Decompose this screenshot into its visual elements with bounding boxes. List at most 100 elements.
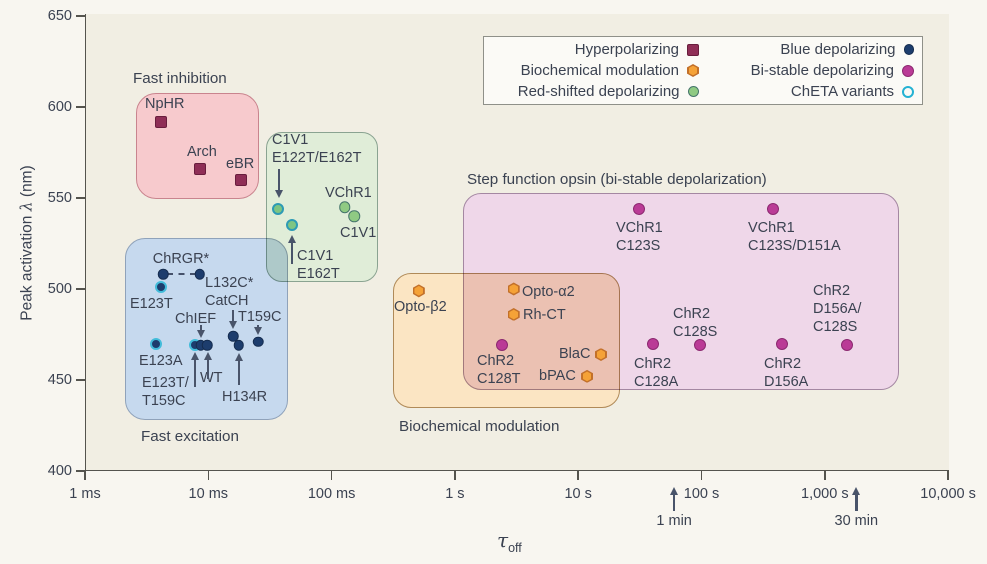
x-tick-label-100ms: 100 ms: [307, 486, 356, 502]
legend-marker-cheta_open-icon: [902, 85, 914, 98]
point-label-chr2-c128t: ChR2 C128T: [477, 353, 521, 387]
point-chr2-d156a: [775, 337, 788, 350]
x-tick-100s: [700, 471, 703, 480]
region-title-fast-excitation: Fast excitation: [141, 428, 239, 445]
point-label-c1v1-e162t: C1V1 E162T: [297, 248, 340, 282]
point-chrgr-b: [194, 269, 205, 280]
point-l132c-catch-arrow: [231, 310, 235, 322]
point-label-vchr1-c123s: VChR1 C123S: [616, 220, 663, 254]
connector-chrgr-dash: [167, 273, 196, 275]
point-blac: [594, 348, 607, 362]
point-label-chr2-c128a: ChR2 C128A: [634, 356, 679, 390]
x-tick-100ms: [330, 471, 333, 480]
point-t159c-arrow: [256, 325, 260, 328]
x-tick-1ms: [84, 471, 86, 480]
point-opto-b2: [412, 284, 425, 298]
y-tick-label-600: 600: [47, 99, 72, 115]
x-tick-label-1s: 1 s: [445, 486, 465, 502]
y-tick-label-650: 650: [47, 8, 72, 24]
annotation-chrgr-label: ChRGR*: [152, 251, 210, 267]
legend-marker-hyperpolarizing-icon: [687, 43, 699, 56]
region-title-biochemical-modulation: Biochemical modulation: [399, 418, 560, 435]
y-axis-title-pre: Peak activation: [18, 211, 36, 321]
point-label-h134r: H134R: [222, 389, 268, 405]
point-label-t159c: T159C: [238, 309, 282, 325]
point-chief-arrow-head: [196, 330, 205, 338]
point-label-wt: WT: [200, 370, 223, 386]
region-title-fast-inhibition: Fast inhibition: [133, 70, 227, 87]
point-c1v1-e122t-e162t-arrow-head: [274, 190, 283, 198]
point-e123t-t159c-arrow-head: [190, 352, 199, 360]
point-label-opto-a2: Opto-α2: [522, 284, 575, 300]
point-e123t: [154, 281, 167, 294]
legend-label: Bi-stable depolarizing: [750, 62, 894, 79]
point-blac-hex-inner: [596, 349, 606, 360]
y-tick-label-550: 550: [47, 190, 72, 206]
x-tick-label-100s: 100 s: [683, 486, 720, 502]
x-tick-label-10000s: 10,000 s: [920, 486, 976, 502]
point-c1v1: [348, 210, 360, 222]
legend-marker-bistable-icon: [902, 64, 914, 77]
y-tick-500: [76, 288, 85, 290]
axis-mark-label-one-min: 1 min: [656, 513, 692, 529]
point-l132c-catch-arrow-head: [228, 321, 237, 329]
legend-label: Red-shifted depolarizing: [517, 83, 680, 100]
point-opto-a2-hex-inner: [509, 284, 519, 294]
point-label-blac: BlaC: [559, 346, 591, 362]
point-wt-arrow: [206, 359, 210, 379]
point-chr2-d156a-c128s: [841, 339, 854, 352]
legend-label: Hyperpolarizing: [574, 41, 679, 58]
axis-mark-one-min-arrow-head: [669, 487, 678, 495]
point-chrgr-a: [157, 269, 169, 280]
y-tick-600: [76, 106, 85, 108]
point-label-c1v1-e122t-e162t: C1V1 E122T/E162T: [272, 132, 362, 166]
point-wt: [201, 340, 213, 351]
legend-item-hyperpolarizing: Hyperpolarizing: [484, 40, 699, 60]
point-nphr: [154, 115, 167, 128]
point-label-vchr1: VChR1: [325, 185, 372, 201]
point-wt-arrow-head: [203, 352, 212, 360]
y-tick-label-450: 450: [47, 372, 72, 388]
point-bpac: [581, 369, 594, 383]
point-chr2-c128t: [495, 339, 508, 352]
legend-item-blue-depolarizing: Blue depolarizing: [699, 40, 914, 60]
point-vchr1: [339, 201, 351, 213]
point-h134r: [233, 340, 245, 351]
legend-item-cheta-variants: ChETA variants: [699, 82, 914, 102]
legend-label: Blue depolarizing: [780, 41, 896, 58]
point-label-e123t: E123T: [130, 296, 173, 312]
legend-marker-biochemical-icon-hex-inner: [688, 65, 698, 76]
point-c1v1-e162t-arrow: [290, 242, 294, 264]
region-red-shifted: [266, 132, 378, 282]
point-c1v1-e122t-e162t: [272, 202, 285, 215]
point-h134r-arrow: [237, 360, 241, 385]
point-h134r-arrow-head: [234, 353, 243, 361]
x-tick-label-1ms: 1 ms: [69, 486, 101, 502]
point-vchr1-c123s: [632, 202, 645, 215]
point-label-l132c-catch: L132C* CatCH: [205, 275, 254, 309]
legend-label: ChETA variants: [790, 83, 894, 100]
point-opto-a2: [507, 282, 520, 296]
x-tick-1s: [454, 471, 456, 480]
x-tick-label-1000s: 1,000 s: [801, 486, 849, 502]
y-tick-label-500: 500: [47, 281, 72, 297]
y-tick-650: [76, 15, 85, 17]
axis-mark-label-thirty-min: 30 min: [834, 513, 879, 529]
point-rh-ct: [507, 307, 520, 321]
point-chief-arrow: [199, 325, 203, 331]
point-label-bpac: bPAC: [539, 368, 576, 384]
point-ebr: [234, 173, 247, 186]
x-axis-title: τoff: [497, 528, 522, 555]
legend-label: Biochemical modulation: [520, 62, 679, 79]
legend-item-biochemical-modulation: Biochemical modulation: [484, 61, 699, 81]
x-axis-title-tau: τ: [497, 528, 509, 552]
legend-column-1: Hyperpolarizing Biochemical modulation Red…: [484, 40, 699, 102]
point-label-chr2-d156a: ChR2 D156A: [764, 356, 809, 390]
y-tick-label-400: 400: [47, 463, 72, 479]
axis-mark-thirty-min-arrow: [855, 494, 858, 511]
point-bpac-hex-inner: [582, 371, 592, 382]
x-tick-10s: [577, 471, 579, 480]
